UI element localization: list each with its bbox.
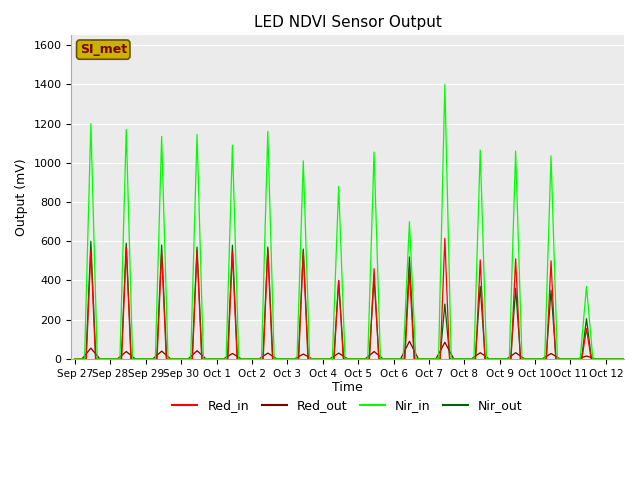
X-axis label: Time: Time [332, 382, 363, 395]
Legend: Red_in, Red_out, Nir_in, Nir_out: Red_in, Red_out, Nir_in, Nir_out [168, 395, 527, 418]
Title: LED NDVI Sensor Output: LED NDVI Sensor Output [253, 15, 442, 30]
Y-axis label: Output (mV): Output (mV) [15, 158, 28, 236]
Text: SI_met: SI_met [80, 43, 127, 56]
